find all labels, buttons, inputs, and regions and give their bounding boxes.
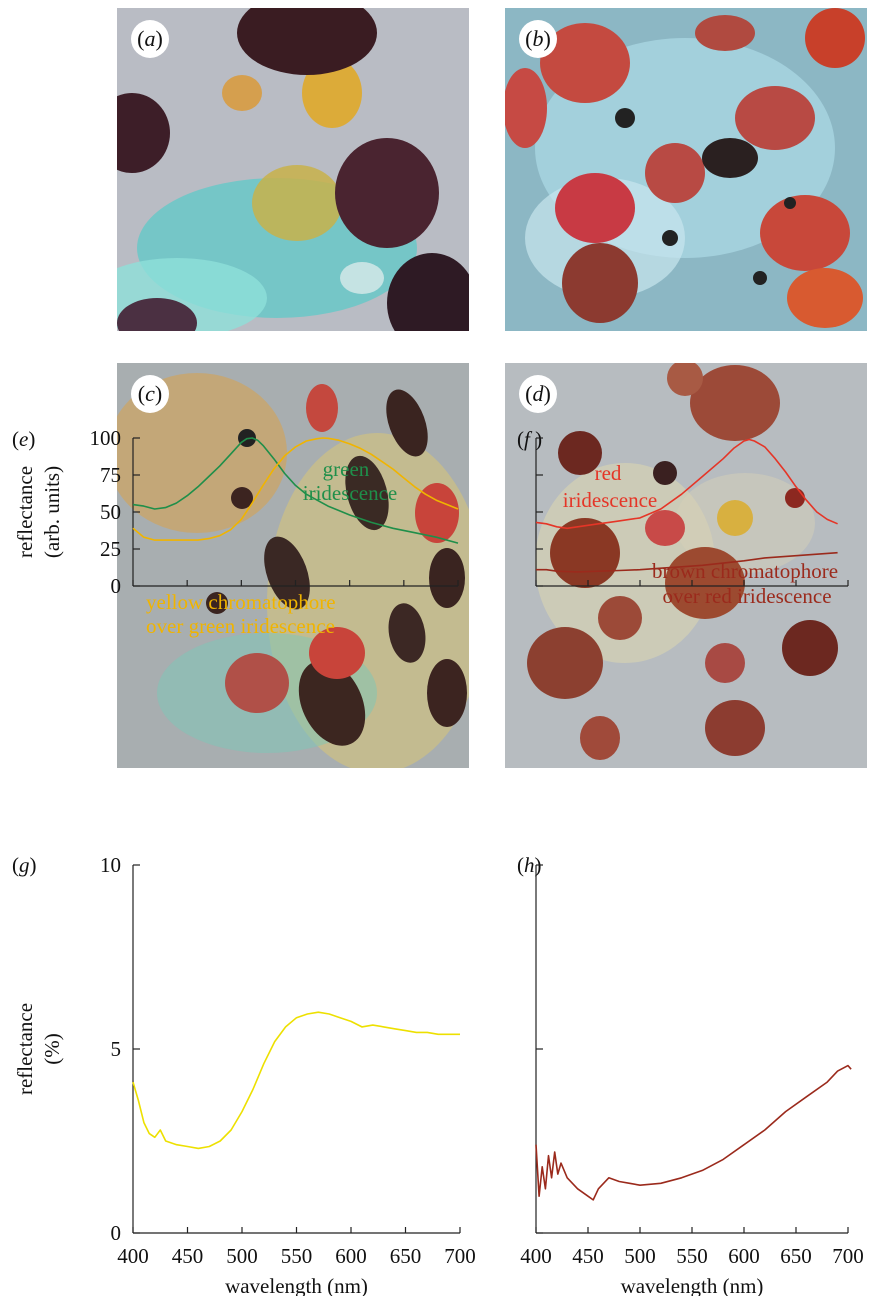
x-tick-label: 700 (832, 1244, 864, 1268)
y-axis-label: reflectance (13, 466, 37, 558)
x-tick-label: 550 (281, 1244, 313, 1268)
panel-label-a: (a) (131, 20, 169, 58)
x-tick-label: 450 (172, 1244, 204, 1268)
panel-label-c: (c) (131, 375, 169, 413)
iridophore-image-d (505, 363, 867, 768)
x-axis-label: wavelength (nm) (621, 1274, 764, 1296)
x-tick-label: 500 (226, 1244, 258, 1268)
chart-panel-h: (h) (517, 853, 852, 1234)
photo-panel-d: (d) (505, 363, 867, 768)
x-tick-label: 450 (572, 1244, 604, 1268)
series-line-h-0 (535, 1064, 852, 1201)
y-axis-label: (%) (40, 1033, 64, 1064)
y-tick-label: 10 (100, 853, 121, 877)
iridophore-image-b (505, 8, 867, 331)
panel-label-d: (d) (519, 375, 557, 413)
iridophore-image-a (117, 8, 469, 331)
photo-panel-a: (a) (117, 8, 469, 331)
x-tick-label: 650 (780, 1244, 812, 1268)
chart-panel-g: (g) reflectance (%) (12, 853, 461, 1234)
x-tick-label: 500 (624, 1244, 656, 1268)
series-line-g-0 (132, 1011, 460, 1150)
panel-label-e: (e) (12, 427, 35, 451)
x-tick-label: 400 (520, 1244, 552, 1268)
panel-label-h: (h) (517, 853, 542, 877)
y-axis-label: (arb. units) (40, 466, 64, 558)
x-tick-label: 650 (390, 1244, 422, 1268)
x-tick-label: 600 (728, 1244, 760, 1268)
photo-panel-b: (b) (505, 8, 867, 331)
panel-label-g: (g) (12, 853, 37, 877)
y-tick-label: 5 (111, 1037, 122, 1061)
y-axis-label: reflectance (13, 1003, 37, 1095)
x-axis-label: wavelength (nm) (225, 1274, 368, 1296)
iridophore-image-c (117, 363, 469, 768)
y-tick-label: 0 (111, 1221, 122, 1245)
x-tick-label: 700 (444, 1244, 476, 1268)
x-tick-label: 600 (335, 1244, 367, 1268)
panel-label-b: (b) (519, 20, 557, 58)
x-tick-label: 550 (676, 1244, 708, 1268)
x-tick-label: 400 (117, 1244, 149, 1268)
photo-panel-c: (c) (117, 363, 469, 768)
